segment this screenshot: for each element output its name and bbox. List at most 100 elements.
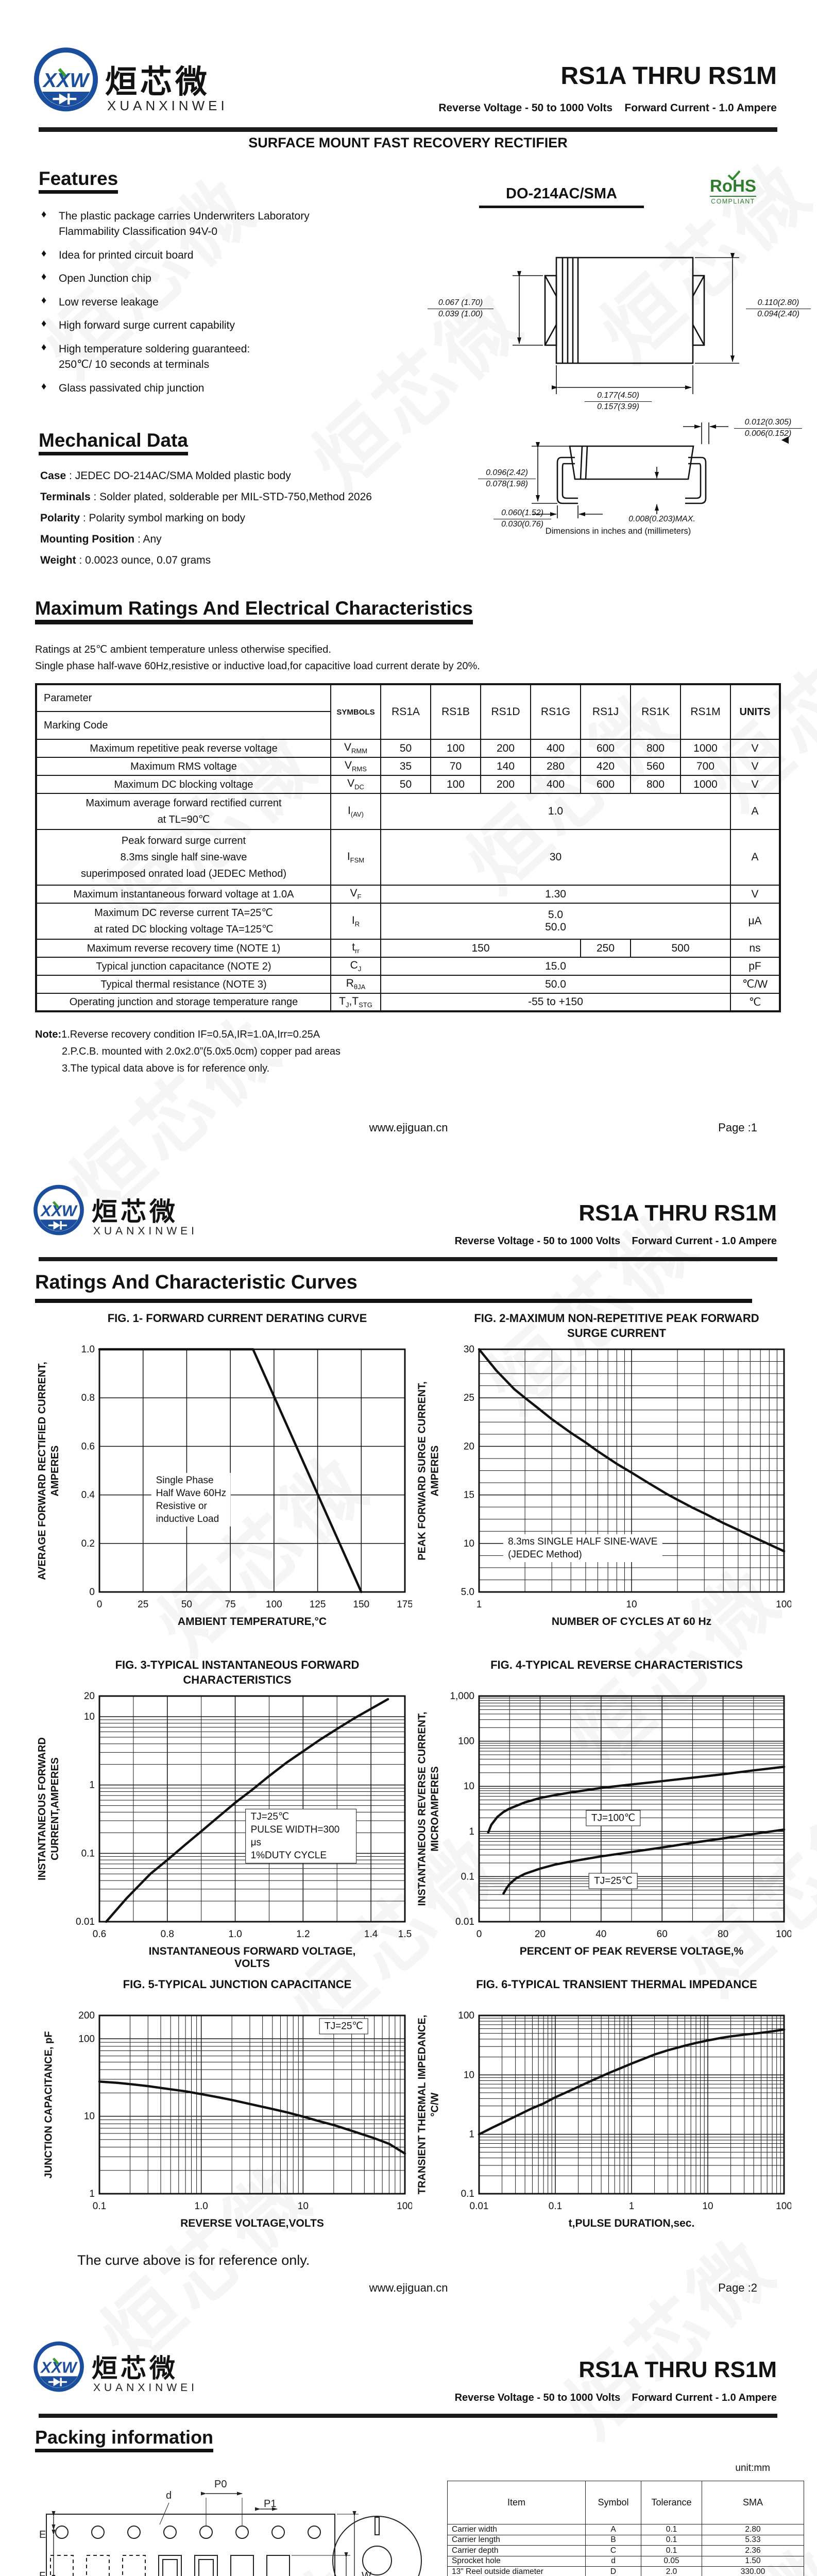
svg-text:80: 80 — [718, 1929, 728, 1940]
dim-value: 0.177(4.50) — [585, 391, 652, 402]
chart-annotation: TJ=25℃ — [589, 1873, 638, 1889]
dim-value: 0.006(0.152) — [744, 429, 792, 438]
pack-header-cell: Symbol — [585, 2481, 641, 2524]
watermark-text: 烜芯微 — [548, 2222, 793, 2454]
dim-value: 0.094(2.40) — [757, 309, 799, 318]
svg-text:0: 0 — [89, 1587, 95, 1598]
feature-text: Low reverse leakage — [59, 296, 159, 308]
table-row: Peak forward surge current 8.3ms single … — [36, 829, 780, 886]
svg-text:0.1: 0.1 — [93, 2201, 106, 2212]
unit-cell: A — [730, 793, 780, 830]
pack-dim-label: P0 — [214, 2479, 227, 2490]
pack-cell: Carrier length — [447, 2534, 586, 2546]
figure-xlabel: t,PULSE DURATION,sec. — [568, 2217, 695, 2229]
svg-text:10: 10 — [464, 1538, 474, 1549]
pack-cell: 330.00 — [702, 2566, 804, 2576]
figure-title: FIG. 2-MAXIMUM NON-REPETITIVE PEAK FORWA… — [474, 1312, 759, 1340]
pack-cell: 1.50 — [702, 2555, 804, 2567]
svg-text:1: 1 — [476, 1599, 482, 1610]
unit-cell: V — [730, 757, 780, 776]
svg-text:10: 10 — [84, 1711, 95, 1722]
table-row: Typical thermal resistance (NOTE 3) RθJA 5… — [36, 975, 780, 994]
svg-text:1.2: 1.2 — [296, 1929, 310, 1940]
model-header: RS1A — [380, 684, 431, 740]
chart-canvas: 0 25 50 75 100 125 150 175 0 0.2 0.4 0.6 0.8 1.0 — [81, 1345, 412, 1610]
parameter-cell: Maximum average forward rectified curren… — [36, 793, 331, 830]
pack-cell: d — [585, 2555, 641, 2567]
pack-row: 13" Reel outside diameter D 2.0 330.00 — [447, 2566, 804, 2576]
mechanical-value: : Solder plated, solderable per MIL-STD-… — [90, 491, 372, 503]
value-cell: 800 — [630, 739, 681, 758]
svg-text:10: 10 — [84, 2111, 95, 2122]
value-cell: 50 — [380, 775, 431, 794]
notes-block: Note:1.Reverse recovery condition IF=0.5… — [35, 1026, 341, 1077]
note-text: 3.The typical data above is for referenc… — [62, 1063, 270, 1074]
company-logo-icon: XXW — [33, 1184, 84, 1235]
dim-standoff: 0.008(0.203)MAX. — [618, 514, 706, 525]
feature-text: Open Junction chip — [59, 273, 151, 285]
fig4-typical-reverse-characteristics: FIG. 4-TYPICAL REVERSE CHARACTERISTICS 0 2… — [416, 1658, 791, 1973]
dim-value: 0.030(0.76) — [501, 519, 543, 529]
value-cell: 250 — [580, 939, 631, 958]
feature-text: The plastic package carries Underwriters… — [59, 210, 310, 238]
header-rule — [39, 2414, 777, 2418]
part-number-title: RS1A THRU RS1M — [578, 1200, 777, 1226]
svg-text:1,000: 1,000 — [450, 1692, 474, 1702]
param-header: Parameter — [37, 685, 330, 712]
chart-annotation: TJ=25℃ — [319, 2018, 368, 2035]
marking-code-header: Marking Code — [44, 719, 108, 731]
feature-item: ♦ Idea for printed circuit board — [41, 248, 381, 263]
table-header-row: Parameter Marking Code SYMBOLS RS1A RS1B RS1D… — [36, 684, 780, 740]
svg-text:0.1: 0.1 — [461, 2189, 474, 2199]
pack-cell: 13" Reel outside diameter — [447, 2566, 586, 2576]
svg-text:100: 100 — [776, 1929, 791, 1940]
svg-text:0.2: 0.2 — [81, 1538, 95, 1549]
svg-text:50: 50 — [181, 1599, 192, 1610]
mechanical-label: Polarity — [40, 512, 80, 524]
svg-text:0.1: 0.1 — [81, 1848, 95, 1859]
diamond-bullet-icon: ♦ — [41, 209, 47, 220]
mechanical-label: Terminals — [40, 491, 91, 503]
value-cell: 560 — [630, 757, 681, 776]
figure-title: FIG. 3-TYPICAL INSTANTANEOUS FORWARD CHA… — [115, 1658, 360, 1686]
note-label: Note: — [35, 1029, 62, 1040]
feature-text: High forward surge current capability — [59, 319, 235, 332]
value-cell: 1000 — [680, 775, 731, 794]
part-number-title: RS1A THRU RS1M — [560, 62, 777, 90]
figure-ylabel: AVERAGE FORWARD RECTIFIED CURRENT, AMPER… — [36, 1361, 61, 1580]
model-header: RS1G — [530, 684, 581, 740]
svg-text:10: 10 — [702, 2201, 713, 2212]
logo-chinese-name: 烜芯微 — [92, 1197, 178, 1226]
unit-cell: ℃/W — [730, 975, 780, 994]
pack-dim-label: E — [39, 2529, 46, 2540]
package-outline-drawing — [513, 253, 739, 518]
parameter-cell: Peak forward surge current 8.3ms single … — [36, 829, 331, 886]
feature-text: Idea for printed circuit board — [59, 249, 194, 261]
parameter-cell: Maximum DC blocking voltage — [36, 775, 331, 794]
table-row: Maximum instantaneous forward voltage at… — [36, 885, 780, 904]
svg-text:0.1: 0.1 — [549, 2201, 562, 2212]
svg-text:100: 100 — [266, 1599, 282, 1610]
header-rule — [39, 1257, 777, 1261]
reference-note: The curve above is for reference only. — [77, 2252, 310, 2268]
unit-cell: V — [730, 739, 780, 758]
mechanical-label: Weight — [40, 554, 76, 566]
table-row: Typical junction capacitance (NOTE 2) CJ 1… — [36, 957, 780, 976]
pack-cell: Sprocket hole — [447, 2555, 586, 2567]
parameter-cell: Typical junction capacitance (NOTE 2) — [36, 957, 331, 976]
note-line: Note:1.Reverse recovery condition IF=0.5… — [35, 1026, 341, 1043]
symbol-cell: RθJA — [330, 975, 381, 994]
mechanical-heading: Mechanical Data — [39, 431, 188, 455]
value-cell: 50 — [380, 739, 431, 758]
table-row: Maximum repetitive peak reverse voltage V… — [36, 739, 780, 758]
svg-text:5.0: 5.0 — [461, 1587, 474, 1598]
svg-text:30: 30 — [464, 1345, 474, 1355]
chart-annotation: TJ=25℃ PULSE WIDTH=300 μs 1%DUTY CYCLE — [245, 1808, 357, 1863]
footer-page-number: Page :1 — [718, 1121, 757, 1134]
unit-cell: A — [730, 829, 780, 886]
logo-monogram: XXW — [40, 1202, 78, 1219]
symbol-cell: IR — [330, 903, 381, 940]
chart-canvas: 0.1 1.0 10 100 1 10 100 200 — [78, 2011, 412, 2212]
value-cell: 100 — [430, 775, 481, 794]
symbol-cell: IFSM — [330, 829, 381, 886]
